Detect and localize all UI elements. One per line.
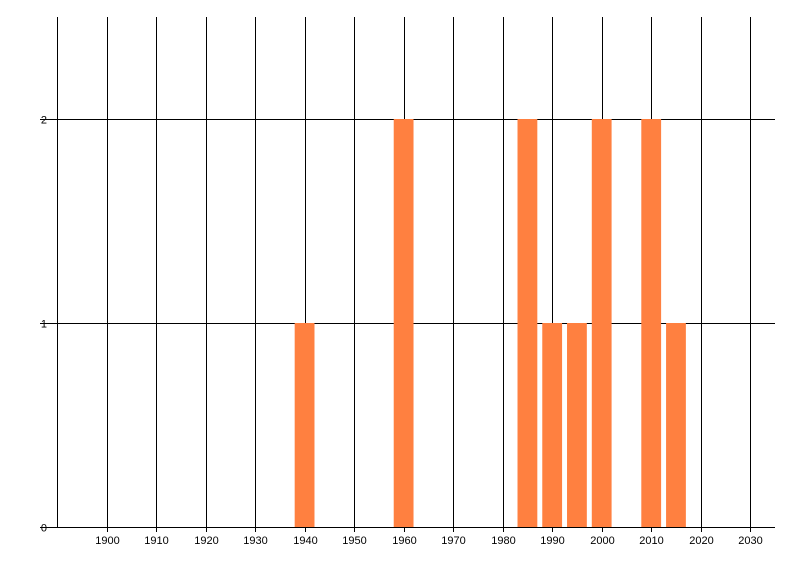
x-tick-label: 1950 xyxy=(342,535,366,547)
x-tick-label: 2010 xyxy=(639,535,663,547)
y-tick-label: 1 xyxy=(41,319,47,331)
x-tick-label: 1980 xyxy=(491,535,515,547)
bar xyxy=(517,119,538,527)
x-tick-label: 1900 xyxy=(95,535,119,547)
x-tick-label: 2000 xyxy=(590,535,614,547)
x-tick-label: 1990 xyxy=(540,535,564,547)
x-tick-label: 2020 xyxy=(689,535,713,547)
bar xyxy=(542,323,563,527)
x-tick-label: 1930 xyxy=(243,535,267,547)
x-tick-label: 2030 xyxy=(738,535,762,547)
x-tick-label: 1910 xyxy=(144,535,168,547)
x-tick-label: 1970 xyxy=(441,535,465,547)
x-tick-label: 1960 xyxy=(392,535,416,547)
bar xyxy=(567,323,587,527)
bar xyxy=(666,323,686,527)
x-tick-label: 1940 xyxy=(293,535,317,547)
y-tick-label: 0 xyxy=(41,523,47,535)
bar xyxy=(641,119,662,527)
bar xyxy=(294,323,315,527)
bar xyxy=(393,119,414,527)
y-tick-label: 2 xyxy=(41,115,47,127)
x-tick-label: 1920 xyxy=(194,535,218,547)
bar xyxy=(591,119,612,527)
